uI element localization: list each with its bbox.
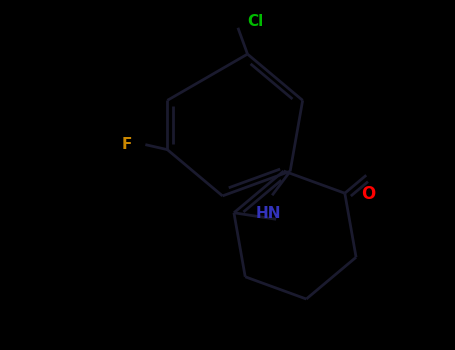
Text: HN: HN xyxy=(255,206,281,221)
Text: F: F xyxy=(122,137,132,152)
Text: O: O xyxy=(361,185,375,203)
Text: Cl: Cl xyxy=(247,14,263,29)
